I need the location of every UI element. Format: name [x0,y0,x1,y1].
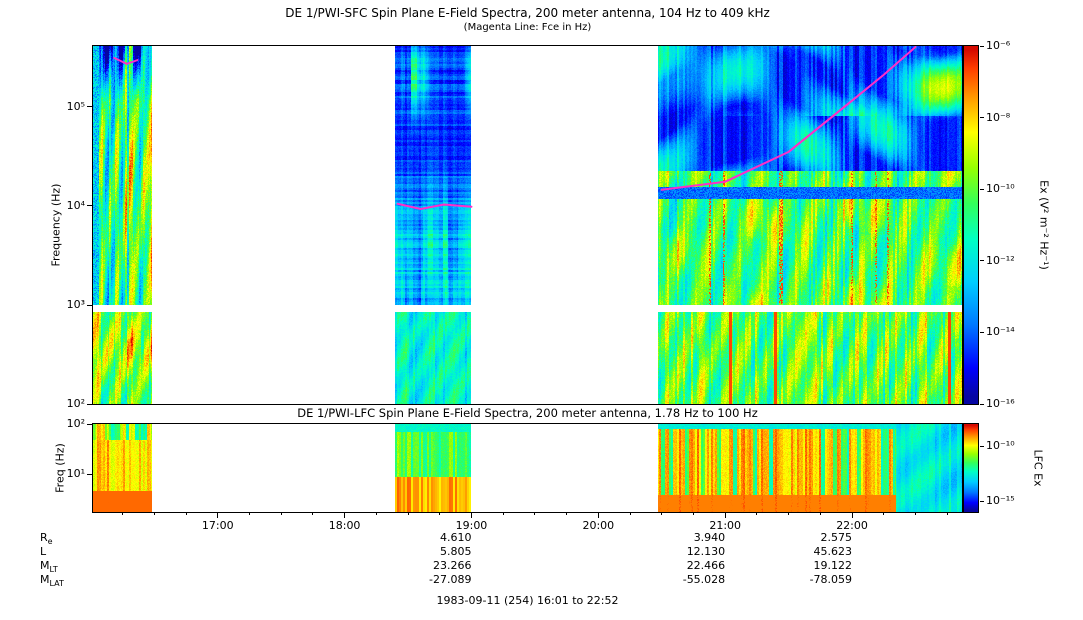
sfc-cb-tick-label: 10⁻¹² [986,253,1015,267]
sfc-cb-tickmark [980,188,984,190]
time-major-tickmark [217,512,219,518]
ephemeris-value: 2.575 [820,531,853,544]
lfc-y-tickmark [87,473,93,475]
sfc-cb-tickmark [980,45,984,47]
time-minor-tickmark [375,512,377,515]
sfc-y-tick-label: 10² [66,397,85,410]
time-tick-label: 18:00 [328,519,361,532]
sfc-y-tickmark [87,205,93,207]
sfc-y-tick-label: 10³ [66,298,85,311]
time-minor-tickmark [629,512,631,515]
ephemeris-value: 23.266 [432,559,472,572]
ephemeris-row-label: MLT [40,559,58,575]
lfc-title: DE 1/PWI-LFC Spin Plane E-Field Spectra,… [297,406,758,420]
lfc-cb-tick-label: 10⁻¹⁰ [986,439,1015,452]
time-minor-tickmark [788,512,790,515]
sfc-cb-tickmark [980,117,984,119]
time-major-tickmark [344,512,346,518]
lfc-y-tick-label: 10² [66,417,85,430]
time-range-footer: 1983-09-11 (254) 16:01 to 22:52 [436,594,619,607]
ephemeris-value: 22.466 [686,559,726,572]
sfc-colorbar [963,45,979,405]
sfc-y-tickmark [87,403,93,405]
ephemeris-row-label: Re [40,531,53,547]
lfc-cb-tickmark [980,445,984,447]
time-minor-tickmark [661,512,663,515]
sfc-cb-tick-label: 10⁻¹⁴ [986,325,1015,339]
time-minor-tickmark [280,512,282,515]
ephemeris-value: 45.623 [813,545,853,558]
time-minor-tickmark [122,512,124,515]
time-tick-label: 21:00 [709,519,742,532]
time-major-tickmark [851,512,853,518]
ephemeris-value: 4.610 [439,531,472,544]
sfc-y-tick-label: 10⁵ [66,99,85,113]
time-minor-tickmark [692,512,694,515]
time-minor-tickmark [883,512,885,515]
lfc-cb-tick-label: 10⁻¹⁵ [986,494,1015,507]
time-tick-label: 17:00 [201,519,234,532]
time-minor-tickmark [439,512,441,515]
sfc-cb-tickmark [980,331,984,333]
sfc-cb-tick-label: 10⁻⁶ [986,39,1011,52]
time-minor-tickmark [534,512,536,515]
time-minor-tickmark [914,512,916,515]
lfc-colorbar [963,423,979,513]
time-minor-tickmark [312,512,314,515]
time-major-tickmark [724,512,726,518]
lfc-cb-tickmark [980,500,984,502]
sfc-cb-tick-label: 10⁻¹⁶ [986,397,1015,410]
time-minor-tickmark [502,512,504,515]
ephemeris-value: -55.028 [682,573,726,586]
ephemeris-row-label: MLAT [40,573,64,589]
time-major-tickmark [597,512,599,518]
sfc-y-tick-label: 10⁴ [66,198,85,212]
ephemeris-value: 12.130 [686,545,726,558]
time-minor-tickmark [819,512,821,515]
sfc-y-tickmark [87,304,93,306]
ephemeris-value: 5.805 [439,545,472,558]
time-tick-label: 22:00 [836,519,868,532]
lfc-spectrogram-canvas [92,423,963,513]
time-minor-tickmark [566,512,568,515]
sfc-cb-tickmark [980,403,984,405]
sfc-spectrogram-canvas [92,45,963,405]
ephemeris-row-label: L [40,545,47,558]
sfc-cb-tickmark [980,260,984,262]
sfc-cb-tick-label: 10⁻¹⁰ [986,182,1015,196]
time-major-tickmark [470,512,472,518]
ephemeris-value: -78.059 [809,573,853,586]
time-minor-tickmark [756,512,758,515]
time-tick-label: 20:00 [582,519,615,532]
ephemeris-value: 19.122 [813,559,853,572]
lfc-y-tick-label: 10¹ [66,467,85,481]
lfc-y-tickmark [87,423,93,425]
sfc-cb-tick-label: 10⁻⁸ [986,110,1011,124]
sfc-title: DE 1/PWI-SFC Spin Plane E-Field Spectra,… [285,6,770,20]
ephemeris-value: -27.089 [429,573,472,586]
time-tick-label: 19:00 [455,519,488,532]
time-minor-tickmark [946,512,948,515]
sfc-subtitle: (Magenta Line: Fce in Hz) [463,22,592,33]
time-minor-tickmark [248,512,250,515]
ephemeris-value: 3.940 [693,531,726,544]
time-minor-tickmark [185,512,187,515]
time-minor-tickmark [407,512,409,515]
time-minor-tickmark [153,512,155,515]
sfc-y-tickmark [87,106,93,108]
